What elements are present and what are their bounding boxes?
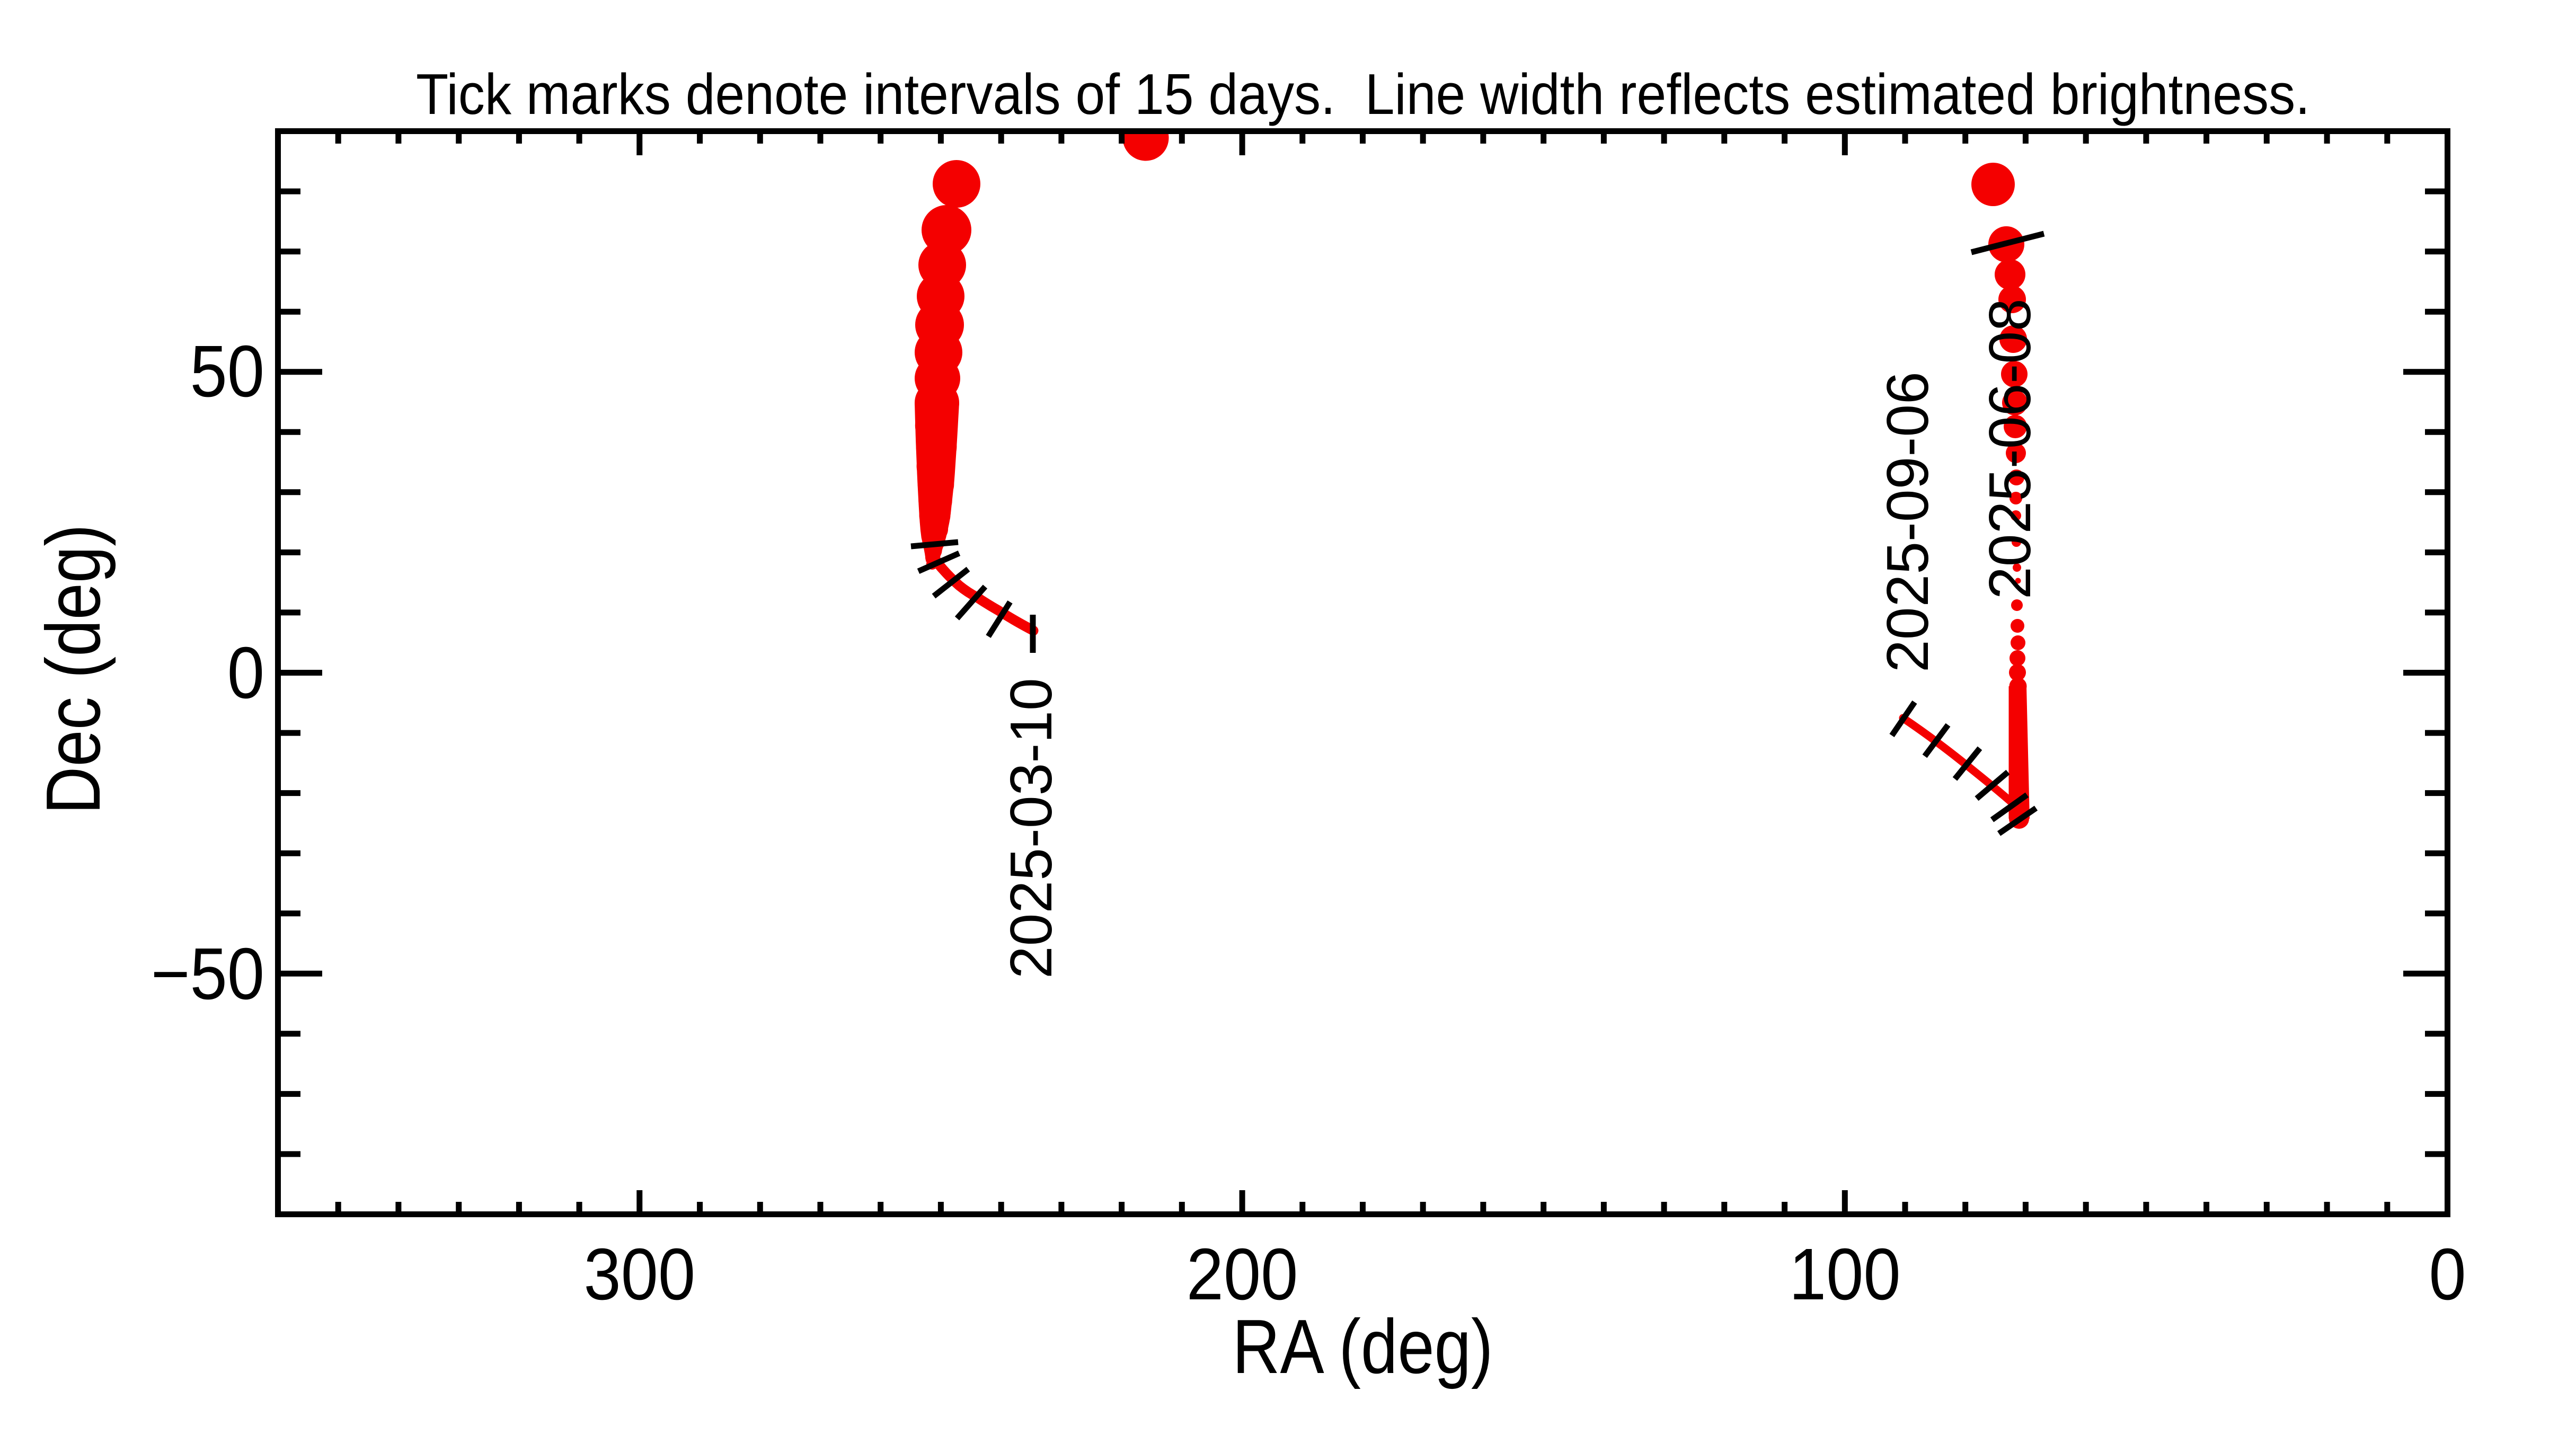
svg-text:Tick marks denote intervals of: Tick marks denote intervals of 15 days. …	[416, 62, 2310, 127]
svg-text:300: 300	[584, 1234, 696, 1315]
svg-text:2025-03-10: 2025-03-10	[998, 678, 1064, 979]
svg-text:50: 50	[190, 331, 264, 412]
svg-text:2025-09-06: 2025-09-06	[1875, 371, 1941, 672]
svg-text:Dec (deg): Dec (deg)	[30, 524, 116, 814]
svg-text:100: 100	[1789, 1234, 1901, 1315]
svg-text:0: 0	[227, 632, 264, 714]
svg-text:0: 0	[2429, 1234, 2466, 1315]
svg-text:200: 200	[1187, 1234, 1298, 1315]
svg-text:2025-06-08: 2025-06-08	[1977, 298, 2043, 599]
svg-text:−50: −50	[151, 933, 264, 1015]
svg-text:RA (deg): RA (deg)	[1232, 1304, 1493, 1389]
